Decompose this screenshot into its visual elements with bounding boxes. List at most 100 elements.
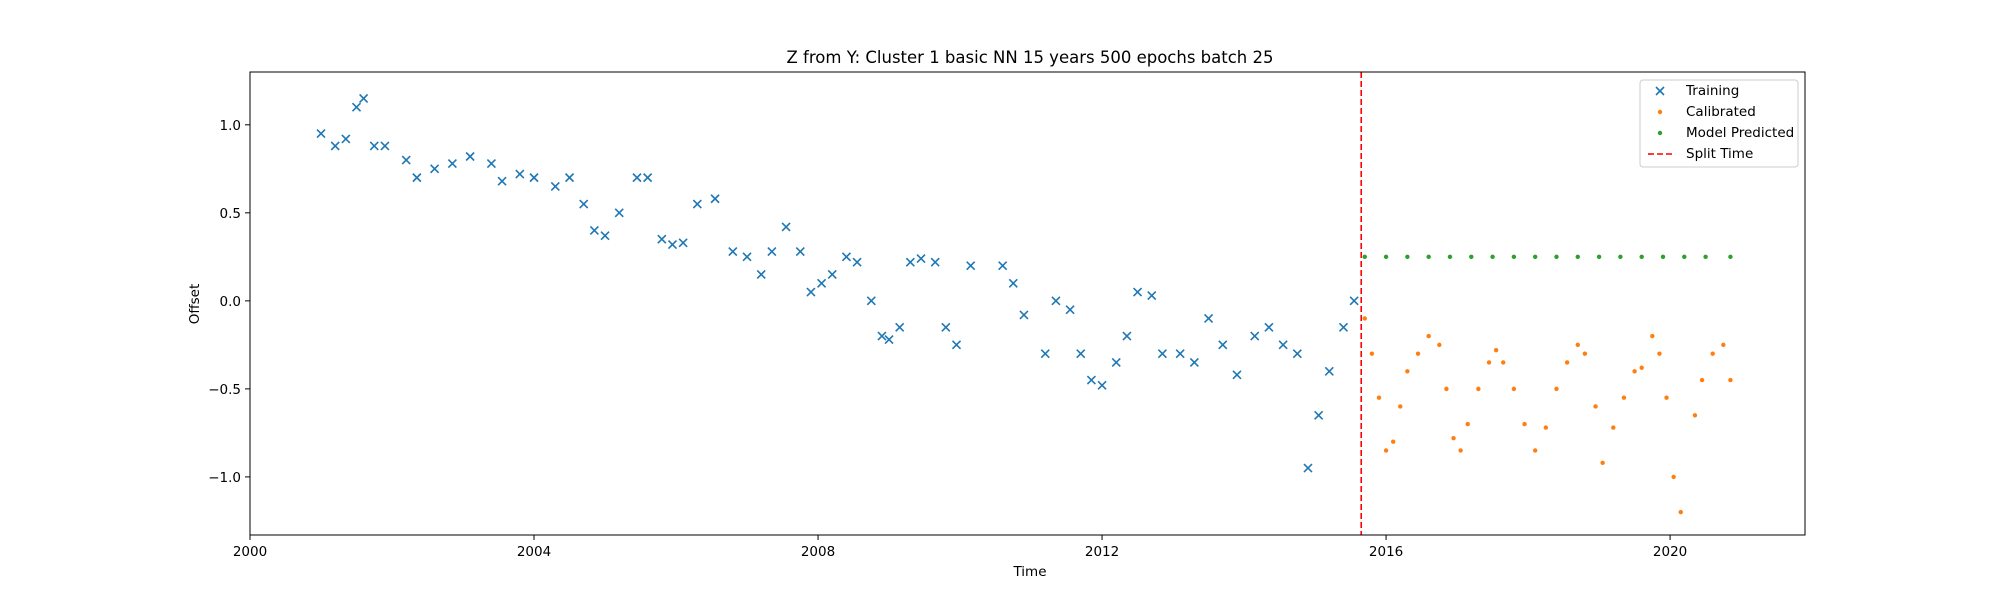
data-point-training <box>1019 310 1029 320</box>
series-layer <box>316 93 1733 515</box>
data-point-calibrated <box>1362 316 1367 321</box>
data-point-training <box>692 199 702 209</box>
y-axis-label: Offset <box>187 284 203 325</box>
x-axis-label: Time <box>1012 564 1046 580</box>
data-point-training <box>1314 410 1324 420</box>
data-point-calibrated <box>1543 425 1549 430</box>
data-point-calibrated <box>1710 351 1715 356</box>
x-tick-label: 2000 <box>233 544 267 560</box>
data-point-calibrated <box>1522 421 1527 427</box>
data-point-calibrated <box>1444 386 1449 392</box>
data-point-calibrated <box>1564 360 1570 365</box>
data-point-training <box>316 129 326 139</box>
data-point-calibrated <box>1376 395 1382 400</box>
legend-label-training: Training <box>1685 83 1739 99</box>
data-point-training <box>767 247 777 257</box>
data-point-training <box>728 247 738 257</box>
legend-marker-training <box>1655 86 1665 96</box>
data-point-training <box>1264 322 1274 332</box>
legend-entry-model-predicted: Model Predicted <box>1657 125 1794 141</box>
data-point-training <box>1278 340 1288 350</box>
data-point-model-predicted <box>1728 254 1733 260</box>
data-point-model-predicted <box>1383 254 1389 260</box>
legend-box <box>1639 79 1799 168</box>
x-axis: 2000 2004 2008 2012 2016 2020 <box>233 535 1687 560</box>
data-point-training <box>1203 313 1214 324</box>
data-point-training <box>806 287 816 297</box>
data-point-training <box>486 158 496 169</box>
data-point-training <box>1349 296 1359 306</box>
data-point-training <box>998 261 1008 271</box>
y-axis: 1.0 0.5 0.0 −0.5 −1.0 <box>208 118 250 486</box>
data-point-model-predicted <box>1511 254 1517 260</box>
data-point-training <box>401 155 411 165</box>
data-point-training <box>550 181 560 191</box>
data-point-training <box>877 331 887 341</box>
data-point-calibrated <box>1575 342 1580 348</box>
data-point-calibrated <box>1511 386 1517 392</box>
data-point-training <box>1175 349 1185 359</box>
data-point-calibrated <box>1600 460 1605 466</box>
data-point-training <box>1008 278 1018 288</box>
data-point-training <box>1122 331 1132 341</box>
data-point-calibrated <box>1632 369 1637 374</box>
data-point-training <box>895 322 905 332</box>
data-point-training <box>447 158 457 169</box>
data-point-calibrated <box>1501 360 1506 365</box>
data-point-training <box>1097 380 1107 390</box>
data-point-training <box>884 335 894 345</box>
series-training <box>316 93 1359 473</box>
data-point-calibrated <box>1692 413 1698 418</box>
data-point-training <box>1218 340 1228 350</box>
data-point-model-predicted <box>1426 254 1431 260</box>
data-point-training <box>930 257 940 267</box>
data-point-model-predicted <box>1703 254 1708 260</box>
legend-entry-calibrated: Calibrated <box>1657 104 1756 120</box>
data-point-training <box>866 296 876 306</box>
data-point-model-predicted <box>1575 254 1580 260</box>
data-point-training <box>1338 322 1349 332</box>
data-point-calibrated <box>1405 369 1410 374</box>
data-point-training <box>781 222 791 232</box>
data-point-training <box>430 164 440 174</box>
data-point-calibrated <box>1437 342 1442 348</box>
data-point-calibrated <box>1493 347 1499 353</box>
plot-frame <box>249 71 1806 536</box>
y-tick-label: −0.5 <box>208 382 241 398</box>
data-point-training <box>1147 291 1157 301</box>
data-point-training <box>905 257 915 267</box>
data-point-training <box>1086 375 1096 385</box>
data-point-training <box>657 234 667 244</box>
data-point-calibrated <box>1593 404 1598 409</box>
x-tick-label: 2012 <box>1085 544 1119 560</box>
data-point-training <box>465 151 475 162</box>
x-tick-label: 2020 <box>1653 544 1687 560</box>
y-tick-label: 0.5 <box>220 206 241 222</box>
data-point-training <box>564 173 575 183</box>
data-point-calibrated <box>1728 377 1733 383</box>
data-point-model-predicted <box>1362 254 1367 260</box>
data-point-model-predicted <box>1447 254 1453 260</box>
plot-area <box>250 72 1805 535</box>
legend-entry-split-time: Split Time <box>1648 146 1753 162</box>
data-point-training <box>579 199 589 209</box>
data-point-training <box>497 176 507 186</box>
data-point-training <box>951 340 962 350</box>
data-point-calibrated <box>1476 386 1481 392</box>
series-calibrated <box>1362 316 1733 515</box>
data-point-training <box>412 173 422 183</box>
data-point-training <box>742 252 752 262</box>
data-point-calibrated <box>1398 404 1403 409</box>
y-tick-label: 1.0 <box>220 118 241 134</box>
data-point-calibrated <box>1415 351 1421 356</box>
data-point-calibrated <box>1721 342 1726 348</box>
data-point-training <box>678 238 688 248</box>
data-point-training <box>369 141 379 151</box>
data-point-calibrated <box>1650 333 1655 339</box>
x-tick-label: 2016 <box>1369 544 1403 560</box>
data-point-calibrated <box>1390 439 1396 444</box>
data-point-calibrated <box>1657 351 1662 356</box>
data-point-calibrated <box>1621 395 1627 400</box>
data-point-calibrated <box>1369 351 1375 356</box>
data-point-training <box>330 141 340 151</box>
